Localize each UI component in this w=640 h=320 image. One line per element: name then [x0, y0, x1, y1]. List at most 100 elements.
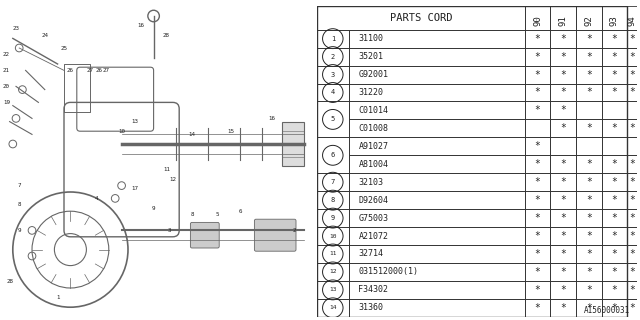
- Text: 16: 16: [138, 23, 144, 28]
- Text: *: *: [534, 195, 541, 205]
- Bar: [627, 209, 637, 227]
- Text: 14: 14: [189, 132, 195, 137]
- Text: 22: 22: [3, 52, 10, 57]
- Text: *: *: [534, 249, 541, 259]
- Text: *: *: [534, 105, 541, 116]
- Bar: [602, 299, 627, 317]
- Text: 28: 28: [163, 33, 170, 38]
- Text: 13: 13: [131, 119, 138, 124]
- Text: *: *: [611, 159, 618, 169]
- Text: 26: 26: [67, 68, 74, 73]
- Text: *: *: [611, 87, 618, 98]
- Text: 9: 9: [152, 205, 156, 211]
- Bar: [525, 101, 550, 119]
- Text: *: *: [560, 195, 566, 205]
- Bar: [602, 137, 627, 155]
- Text: A81004: A81004: [358, 160, 388, 169]
- Text: *: *: [534, 159, 541, 169]
- Text: 9: 9: [331, 215, 335, 221]
- Text: *: *: [586, 249, 592, 259]
- Bar: [576, 299, 602, 317]
- Bar: [576, 6, 602, 30]
- Bar: [576, 191, 602, 209]
- Bar: [317, 6, 525, 30]
- Text: 12: 12: [329, 269, 337, 275]
- Bar: [349, 227, 525, 245]
- Bar: [317, 30, 349, 48]
- Text: 31360: 31360: [358, 303, 383, 312]
- Bar: [525, 299, 550, 317]
- Bar: [525, 155, 550, 173]
- Bar: [349, 101, 525, 119]
- Text: 90: 90: [533, 15, 542, 26]
- Bar: [525, 6, 550, 30]
- Bar: [576, 227, 602, 245]
- Bar: [525, 245, 550, 263]
- Text: *: *: [611, 69, 618, 80]
- Text: *: *: [629, 52, 635, 61]
- Text: *: *: [534, 34, 541, 44]
- Text: *: *: [560, 177, 566, 187]
- FancyBboxPatch shape: [191, 222, 219, 248]
- Bar: [602, 155, 627, 173]
- Polygon shape: [282, 122, 304, 166]
- Text: 31220: 31220: [358, 88, 383, 97]
- Bar: [602, 119, 627, 137]
- Text: 15: 15: [227, 129, 234, 134]
- Text: 28: 28: [6, 279, 13, 284]
- Text: *: *: [629, 177, 635, 187]
- Bar: [627, 173, 637, 191]
- Text: 26: 26: [96, 68, 102, 73]
- Text: *: *: [560, 52, 566, 61]
- Bar: [602, 245, 627, 263]
- Bar: [576, 119, 602, 137]
- Text: 17: 17: [131, 186, 138, 191]
- Bar: [349, 119, 525, 137]
- Text: *: *: [629, 303, 635, 313]
- Bar: [525, 209, 550, 227]
- Text: *: *: [560, 124, 566, 133]
- Text: *: *: [611, 177, 618, 187]
- Text: G92001: G92001: [358, 70, 388, 79]
- Bar: [602, 101, 627, 119]
- Bar: [525, 119, 550, 137]
- Text: *: *: [611, 267, 618, 277]
- Text: 31100: 31100: [358, 34, 383, 43]
- Bar: [525, 281, 550, 299]
- Bar: [550, 155, 576, 173]
- Text: *: *: [611, 213, 618, 223]
- Bar: [317, 263, 349, 281]
- Bar: [576, 101, 602, 119]
- Text: *: *: [534, 231, 541, 241]
- Bar: [576, 245, 602, 263]
- Bar: [550, 263, 576, 281]
- Bar: [576, 48, 602, 66]
- Bar: [602, 227, 627, 245]
- Text: *: *: [560, 231, 566, 241]
- Text: *: *: [560, 159, 566, 169]
- Text: *: *: [629, 87, 635, 98]
- Bar: [627, 299, 637, 317]
- Bar: [627, 263, 637, 281]
- Text: 32103: 32103: [358, 178, 383, 187]
- Bar: [627, 137, 637, 155]
- Bar: [627, 66, 637, 84]
- Bar: [550, 137, 576, 155]
- Bar: [550, 66, 576, 84]
- Bar: [550, 281, 576, 299]
- Text: 5: 5: [331, 116, 335, 123]
- Text: *: *: [560, 69, 566, 80]
- Text: 92: 92: [584, 15, 593, 26]
- Text: *: *: [586, 34, 592, 44]
- Text: *: *: [560, 285, 566, 295]
- Bar: [349, 281, 525, 299]
- Text: 27: 27: [86, 68, 93, 73]
- Bar: [576, 30, 602, 48]
- Bar: [627, 281, 637, 299]
- Text: *: *: [586, 69, 592, 80]
- Text: *: *: [534, 52, 541, 61]
- Text: *: *: [560, 249, 566, 259]
- Text: 94: 94: [627, 15, 637, 26]
- Bar: [576, 263, 602, 281]
- Text: *: *: [629, 124, 635, 133]
